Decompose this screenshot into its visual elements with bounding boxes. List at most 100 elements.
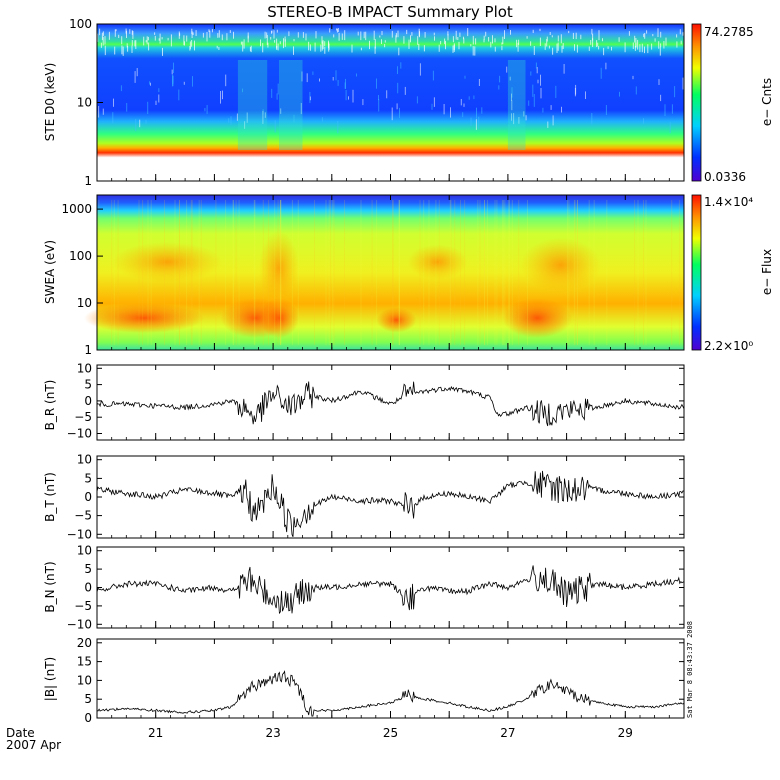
swea-streak	[464, 200, 466, 345]
ste-speck	[344, 30, 346, 41]
ste-speck	[395, 33, 397, 38]
ste-speck	[321, 41, 323, 51]
ste-speck	[274, 120, 276, 133]
y-tick-label: 1	[84, 174, 92, 188]
swea-streak	[254, 200, 256, 345]
ste-speck	[396, 103, 398, 110]
ste-speck	[150, 82, 151, 86]
swea-streak	[232, 200, 234, 345]
y-tick-label: 10	[77, 96, 92, 110]
ste-speck	[552, 115, 554, 126]
ste-speck	[297, 32, 299, 38]
ste-speck	[459, 32, 461, 37]
ste-speck	[463, 36, 464, 40]
ste-speck	[447, 31, 449, 36]
ste-speck	[362, 99, 364, 106]
y-tick-label: 5	[84, 562, 92, 576]
ste-speck	[320, 44, 322, 52]
ste-speck	[114, 46, 116, 55]
ste-speck	[284, 36, 286, 42]
ste-speck	[159, 33, 161, 44]
ste-speck	[145, 40, 147, 43]
ste-speck	[458, 41, 460, 50]
y-tick-label: 10	[77, 361, 92, 375]
bt-ylabel: B_T (nT)	[43, 472, 57, 522]
ste-texture	[97, 28, 684, 150]
ste-speck	[556, 43, 558, 53]
swea-streak	[280, 200, 281, 345]
swea-streak	[588, 200, 590, 345]
ste-speck	[173, 62, 174, 73]
ste-speck	[504, 30, 505, 39]
ste-speck	[450, 107, 451, 118]
swea-streak	[253, 200, 255, 345]
swea-colorbar	[691, 194, 702, 351]
ste-speck	[453, 44, 455, 52]
swea-streak	[593, 200, 595, 345]
ste-speck	[411, 32, 413, 36]
swea-streak	[484, 200, 485, 345]
swea-streak	[174, 200, 176, 345]
ste-speck	[445, 40, 446, 50]
ste-speck	[561, 106, 562, 113]
ste-heatmap	[97, 24, 684, 181]
swea-blob	[502, 298, 573, 338]
swea-streak	[527, 200, 528, 345]
ste-speck	[544, 43, 546, 50]
swea-streak	[215, 200, 217, 345]
swea-panel	[84, 194, 685, 351]
ste-speck	[131, 40, 133, 46]
ste-speck	[518, 117, 520, 124]
ste-speck	[533, 46, 535, 55]
ste-speck	[222, 90, 223, 100]
ste-speck	[335, 70, 337, 81]
ste-speck	[262, 110, 264, 124]
swea-colorbar-max: 1.4×10⁴	[704, 195, 753, 209]
ste-speck	[386, 90, 388, 99]
ste-speck	[397, 82, 399, 94]
swea-blob	[407, 244, 468, 280]
ste-speck	[118, 34, 120, 38]
ste-panel	[96, 23, 685, 182]
ste-ylabel: STE D0 (keV)	[43, 63, 57, 142]
ste-speck	[635, 86, 637, 95]
ste-speck	[267, 42, 269, 48]
ste-speck	[400, 62, 402, 69]
ste-speck	[218, 47, 220, 50]
swea-streak	[392, 200, 393, 345]
ste-speck	[539, 37, 541, 46]
swea-streak	[178, 200, 180, 345]
ste-speck	[194, 40, 195, 51]
ste-speck	[336, 28, 338, 31]
swea-streak	[279, 200, 281, 345]
ste-speck	[552, 47, 554, 55]
swea-blob	[376, 307, 417, 333]
swea-streak	[637, 200, 639, 345]
ste-speck	[293, 114, 295, 123]
ste-speck	[635, 38, 637, 47]
ste-speck	[100, 42, 102, 48]
ste-speck	[276, 45, 278, 50]
ste-speck	[202, 32, 204, 38]
ste-speck	[660, 94, 662, 102]
ste-speck	[324, 46, 326, 54]
ste-speck	[127, 45, 129, 52]
ste-speck	[228, 118, 230, 123]
ste-speck	[660, 31, 662, 38]
ste-speck	[319, 78, 320, 82]
ste-speck	[264, 112, 266, 118]
ste-speck	[635, 42, 637, 48]
ste-speck	[416, 96, 418, 104]
ste-speck	[148, 42, 150, 51]
ste-speck	[384, 40, 386, 43]
ste-speck	[403, 36, 405, 44]
ste-speck	[337, 120, 339, 134]
ste-speck	[126, 30, 127, 38]
ste-speck	[379, 35, 381, 38]
ste-speck	[481, 107, 483, 114]
ste-speck	[314, 42, 316, 52]
swea-streak	[450, 200, 452, 345]
ste-colorbar-label: e− Cnts	[760, 78, 774, 126]
ste-speck	[492, 35, 493, 44]
ste-speck	[575, 32, 577, 40]
